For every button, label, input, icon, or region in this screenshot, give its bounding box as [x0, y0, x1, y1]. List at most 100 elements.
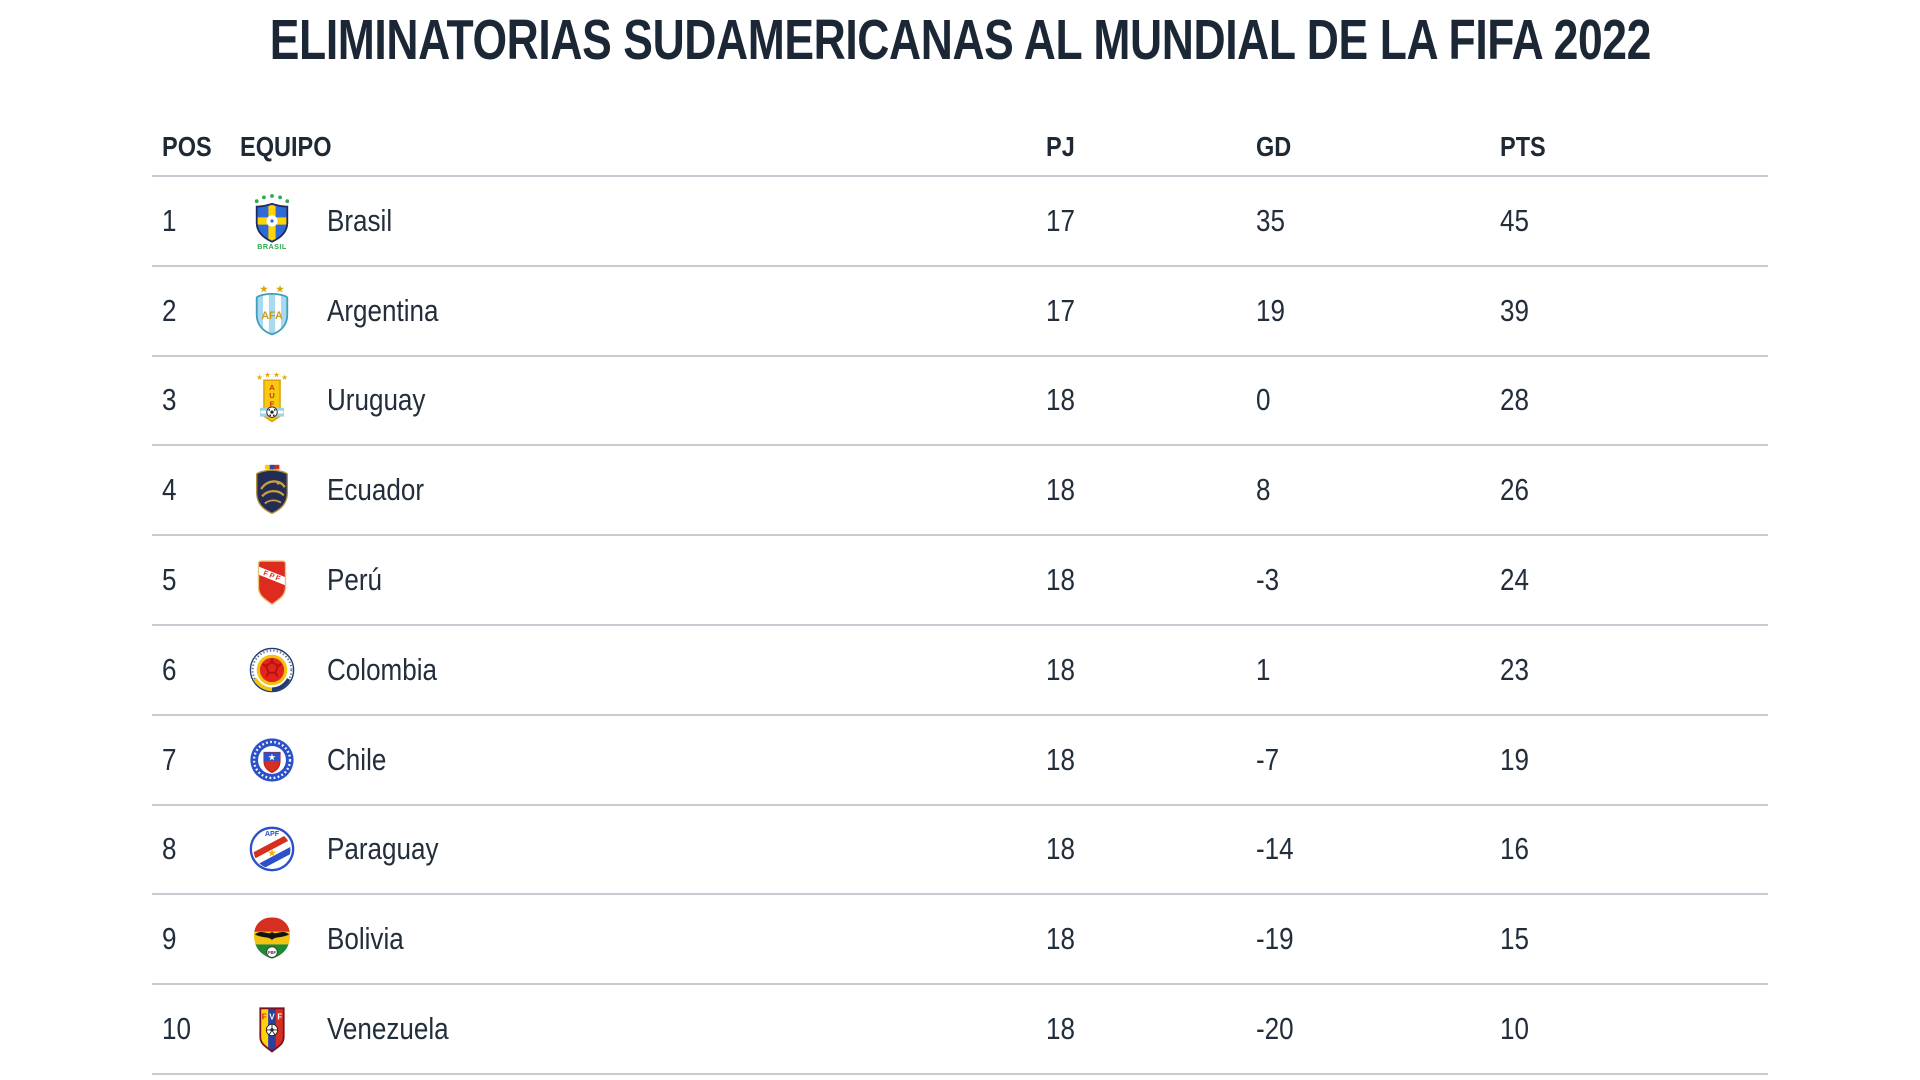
- team-name: Bolivia: [327, 921, 404, 957]
- table-header-row: POS EQUIPO PJ GD PTS: [152, 118, 1768, 175]
- gd-value: 1: [1256, 651, 1271, 687]
- peru-badge-icon: F P F: [245, 551, 299, 609]
- position-value: 10: [162, 1011, 191, 1047]
- svg-text:AFA: AFA: [261, 310, 283, 322]
- team-name: Paraguay: [327, 831, 439, 867]
- team-badge: FBF: [240, 910, 304, 968]
- position-value: 3: [162, 382, 177, 418]
- venezuela-badge-icon: F V F: [245, 1000, 299, 1058]
- pj-value: 18: [1046, 741, 1075, 777]
- svg-text:★: ★: [273, 373, 280, 380]
- position-value: 7: [162, 741, 177, 777]
- svg-text:U: U: [269, 392, 275, 401]
- pts-value: 28: [1500, 382, 1529, 418]
- team-name: Colombia: [327, 651, 438, 687]
- table-row: 6 Colombia 18 1 23: [152, 623, 1768, 714]
- position-value: 1: [162, 202, 177, 238]
- position-value: 6: [162, 651, 177, 687]
- pj-value: 18: [1046, 382, 1075, 418]
- team-name: Venezuela: [327, 1011, 449, 1047]
- pts-value: 16: [1500, 831, 1529, 867]
- pts-value: 24: [1500, 562, 1529, 598]
- gd-value: -19: [1256, 921, 1294, 957]
- svg-text:★: ★: [276, 284, 285, 294]
- ecuador-badge-icon: [245, 461, 299, 519]
- table-row: 4 Ecuador 18 8 26: [152, 444, 1768, 534]
- column-header-equipo: EQUIPO: [240, 131, 332, 162]
- team-name: Perú: [327, 562, 383, 598]
- pj-value: 18: [1046, 1011, 1075, 1047]
- svg-text:★: ★: [256, 375, 263, 382]
- gd-value: -14: [1256, 831, 1294, 867]
- pj-value: 18: [1046, 831, 1075, 867]
- team-badge: ★ ★ AFA: [240, 282, 304, 340]
- team-badge: ★ ★ ★ ★ A U F: [240, 371, 304, 429]
- bolivia-badge-icon: FBF: [245, 910, 299, 968]
- pts-value: 26: [1500, 472, 1529, 508]
- svg-text:★: ★: [264, 373, 271, 380]
- colombia-badge-icon: [245, 641, 299, 699]
- team-badge: APF ★: [240, 820, 304, 878]
- uruguay-badge-icon: ★ ★ ★ ★ A U F: [245, 371, 299, 429]
- team-name: Brasil: [327, 202, 393, 238]
- svg-text:F: F: [262, 1013, 267, 1022]
- column-header-gd: GD: [1256, 131, 1292, 162]
- pts-value: 45: [1500, 202, 1529, 238]
- position-value: 9: [162, 921, 177, 957]
- pj-value: 18: [1046, 651, 1075, 687]
- svg-text:★: ★: [267, 753, 276, 762]
- position-value: 4: [162, 472, 177, 508]
- svg-text:★: ★: [260, 284, 269, 294]
- pts-value: 39: [1500, 292, 1529, 328]
- pts-value: 23: [1500, 651, 1529, 687]
- table-row: 1 BRASIL Brasil 17 35 45: [152, 175, 1768, 265]
- paraguay-badge-icon: APF ★: [245, 820, 299, 878]
- page-title-text: ELIMINATORIAS SUDAMERICANAS AL MUNDIAL D…: [269, 8, 1651, 72]
- column-header-pj: PJ: [1046, 131, 1075, 162]
- pj-value: 18: [1046, 472, 1075, 508]
- argentina-badge-icon: ★ ★ AFA: [245, 282, 299, 340]
- svg-text:FBF: FBF: [268, 950, 276, 955]
- table-row: 2 ★ ★ AFA Argentina 17 19 39: [152, 264, 1768, 355]
- column-header-pos: POS: [162, 131, 212, 162]
- table-row: 5 F P F Perú 18 -3 24: [152, 534, 1768, 624]
- gd-value: -20: [1256, 1011, 1294, 1047]
- gd-value: 8: [1256, 472, 1271, 508]
- svg-text:A: A: [269, 384, 275, 393]
- gd-value: 35: [1256, 202, 1285, 238]
- pj-value: 18: [1046, 921, 1075, 957]
- team-name: Argentina: [327, 292, 439, 328]
- gd-value: -3: [1256, 562, 1280, 598]
- team-badge: ★: [240, 731, 304, 789]
- svg-text:BRASIL: BRASIL: [257, 242, 287, 250]
- pj-value: 17: [1046, 202, 1075, 238]
- team-badge: [240, 461, 304, 519]
- team-badge: F V F: [240, 1000, 304, 1058]
- pts-value: 10: [1500, 1011, 1529, 1047]
- table-row: 10 F V F Venezuela 18 -20 10: [152, 983, 1768, 1073]
- pts-value: 19: [1500, 741, 1529, 777]
- gd-value: -7: [1256, 741, 1280, 777]
- svg-text:APF: APF: [265, 829, 280, 838]
- position-value: 2: [162, 292, 177, 328]
- table-row: 8 APF ★ Paraguay 18 -14 16: [152, 803, 1768, 894]
- team-badge: [240, 641, 304, 699]
- brasil-badge-icon: BRASIL: [245, 192, 299, 250]
- table-row: 7 ★ Chile 18 -7 19: [152, 713, 1768, 804]
- pj-value: 18: [1046, 562, 1075, 598]
- position-value: 5: [162, 562, 177, 598]
- gd-value: 19: [1256, 292, 1285, 328]
- page-title: ELIMINATORIAS SUDAMERICANAS AL MUNDIAL D…: [0, 8, 1920, 74]
- team-name: Uruguay: [327, 382, 426, 418]
- team-name: Chile: [327, 741, 387, 777]
- table-row: 3 ★ ★ ★ ★ A U F Uruguay 18 0 28: [152, 354, 1768, 445]
- gd-value: 0: [1256, 382, 1271, 418]
- team-badge: BRASIL: [240, 192, 304, 250]
- svg-text:F: F: [277, 1013, 282, 1022]
- table-row: 9 FBF Bolivia 18 -19 15: [152, 893, 1768, 983]
- svg-text:★: ★: [281, 375, 288, 382]
- svg-text:F: F: [270, 400, 275, 409]
- svg-text:V: V: [269, 1013, 275, 1022]
- pj-value: 17: [1046, 292, 1075, 328]
- svg-text:★: ★: [268, 849, 277, 859]
